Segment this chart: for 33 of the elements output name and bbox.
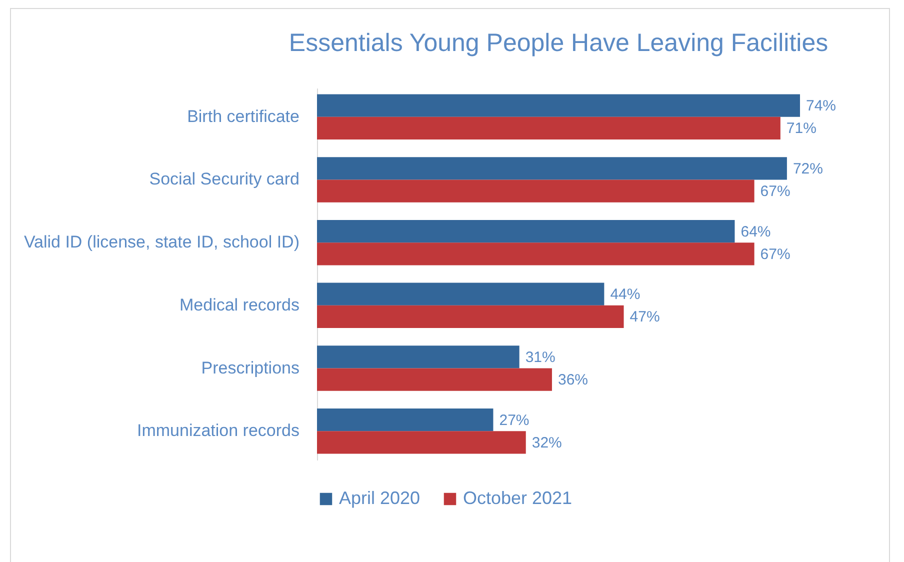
bar	[317, 408, 494, 432]
bar	[317, 282, 604, 306]
y-tick-label: Prescriptions	[201, 358, 300, 378]
data-label: 44%	[610, 286, 640, 304]
data-label: 32%	[532, 434, 562, 452]
data-label: 27%	[499, 412, 530, 429]
bar	[317, 368, 552, 391]
bar	[317, 157, 787, 180]
data-label: 67%	[760, 183, 790, 200]
data-label: 47%	[630, 308, 660, 326]
y-tick-label: Social Security card	[149, 170, 300, 189]
y-tick-label: Birth certificate	[187, 106, 300, 126]
y-tick-label: Immunization records	[136, 421, 300, 440]
y-tick-label: Valid ID (license, state ID, school ID)	[24, 232, 300, 252]
data-label: 64%	[740, 223, 771, 240]
bar	[317, 94, 800, 117]
bar	[317, 305, 624, 328]
bar	[317, 220, 735, 243]
data-label: 71%	[786, 120, 816, 138]
chart-title: Essentials Young People Have Leaving Facilities	[288, 29, 828, 57]
legend-label: April 2020	[339, 488, 420, 508]
bar	[317, 116, 780, 140]
data-label: 72%	[792, 160, 823, 178]
bar	[317, 242, 754, 266]
bar	[317, 431, 526, 454]
legend-label: October 2021	[463, 488, 572, 508]
data-label: 31%	[525, 348, 556, 366]
data-label: 67%	[760, 246, 790, 263]
bar	[317, 346, 520, 368]
data-label: 74%	[806, 98, 836, 115]
y-tick-label: Medical records	[180, 295, 300, 314]
data-label: 36%	[558, 372, 588, 389]
bar	[317, 180, 754, 202]
